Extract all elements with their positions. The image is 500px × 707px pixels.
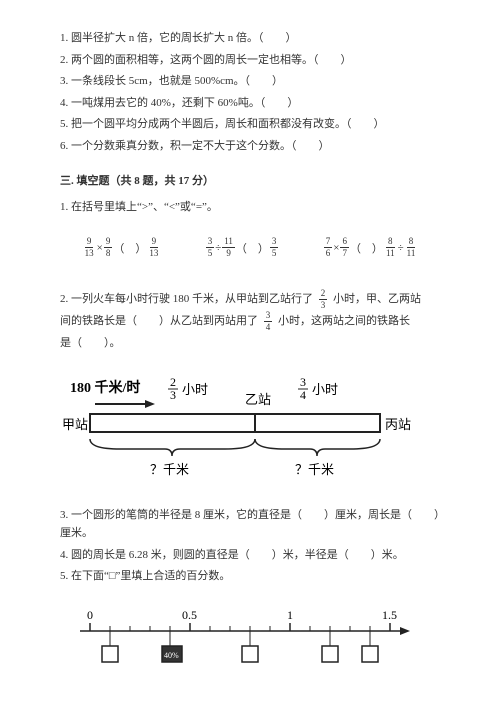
svg-text:甲站: 甲站 [62, 417, 88, 432]
judge-q1: 1. 圆半径扩大 n 倍，它的周长扩大 n 倍。（ ） [60, 30, 440, 48]
svg-text:？千米: ？千米 [150, 462, 189, 477]
fill-q2: 2. 一列火车每小时行驶 180 千米，从甲站到乙站行了 23 小时，甲、乙两站… [60, 288, 440, 354]
svg-text:丙站: 丙站 [385, 417, 411, 432]
svg-text:3: 3 [300, 375, 306, 389]
fill-q1: 1. 在括号里填上“>”、“<”或“=”。 [60, 198, 440, 218]
section3-title: 三. 填空题（共 8 题，共 17 分） [60, 172, 440, 188]
frac-group-1: 913 × 98 （ ） 913 [83, 237, 161, 258]
svg-text:0: 0 [87, 608, 93, 622]
svg-text:40%: 40% [164, 651, 179, 660]
frac-group-3: 76 × 67 （ ） 811 ÷ 811 [324, 237, 418, 258]
judge-q2: 2. 两个圆的面积相等，这两个圆的周长一定也相等。（ ） [60, 52, 440, 70]
svg-text:2: 2 [170, 375, 176, 389]
svg-text:小时: 小时 [312, 382, 338, 397]
judge-q3: 3. 一条线段长 5cm，也就是 500%cm。（ ） [60, 73, 440, 91]
svg-text:0.5: 0.5 [182, 608, 197, 622]
fill-q5: 5. 在下面“□”里填上合适的百分数。 [60, 568, 440, 586]
frac-group-2: 35 ÷ 119 （ ） 35 [206, 237, 279, 258]
svg-text:乙站: 乙站 [245, 392, 271, 407]
numberline-diagram: 0 0.5 1 1.5 40% [60, 606, 440, 679]
fill-q4: 4. 圆的周长是 6.28 米，则圆的直径是（ ）米，半径是（ ）米。 [60, 547, 440, 565]
svg-text:？千米: ？千米 [295, 462, 334, 477]
judge-q5: 5. 把一个圆平均分成两个半圆后，周长和面积都没有改变。（ ） [60, 116, 440, 134]
judge-q4: 4. 一吨煤用去它的 40%，还剩下 60%吨。（ ） [60, 95, 440, 113]
train-diagram: 180 千米/时 2 3 小时 乙站 3 4 小时 甲站 丙站 ？千米 ？千米 [60, 374, 440, 487]
fraction-row: 913 × 98 （ ） 913 35 ÷ 119 （ ） 35 76 × 67… [60, 237, 440, 258]
fill-q3: 3. 一个圆形的笔筒的半径是 8 厘米，它的直径是（ ）厘米，周长是（ ）厘米。 [60, 507, 440, 542]
svg-text:1.5: 1.5 [382, 608, 397, 622]
svg-text:1: 1 [287, 608, 293, 622]
svg-text:4: 4 [300, 388, 306, 402]
judge-q6: 6. 一个分数乘真分数，积一定不大于这个分数。（ ） [60, 138, 440, 156]
svg-text:3: 3 [170, 388, 176, 402]
speed-label: 180 千米/时 [70, 379, 140, 396]
svg-text:小时: 小时 [182, 382, 208, 397]
